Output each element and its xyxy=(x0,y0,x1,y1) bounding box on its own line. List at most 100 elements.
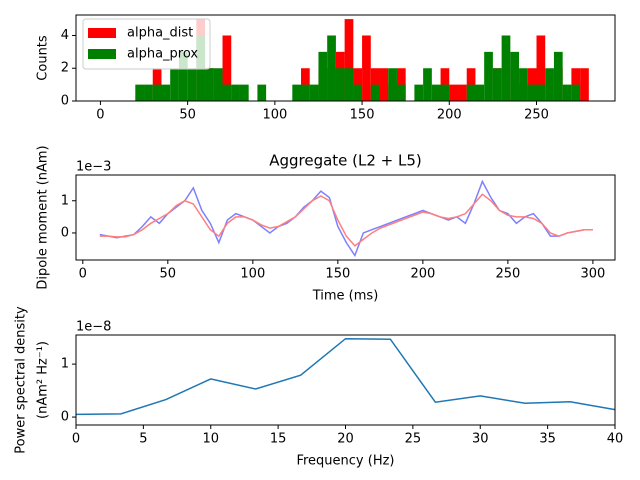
x-tick-label: 0 xyxy=(79,267,87,282)
bar xyxy=(580,68,589,101)
x-tick-label: 50 xyxy=(160,267,177,282)
bar xyxy=(231,84,240,101)
y-axis-label: Power spectral density xyxy=(14,306,29,454)
bar xyxy=(309,84,319,101)
x-tick-label: 300 xyxy=(580,267,605,282)
bar xyxy=(431,84,441,101)
bar xyxy=(205,68,214,101)
bar xyxy=(553,51,563,101)
y-axis-label: Counts xyxy=(36,35,51,81)
bar xyxy=(562,84,572,101)
bar xyxy=(344,19,354,101)
bar xyxy=(335,68,345,101)
line-series xyxy=(99,193,593,247)
x-tick-label: 100 xyxy=(262,108,287,123)
x-tick-label: 250 xyxy=(524,108,549,123)
legend-label: alpha_dist xyxy=(127,26,193,41)
bar xyxy=(170,68,179,101)
x-tick-label: 20 xyxy=(337,432,354,447)
x-tick-label: 35 xyxy=(539,432,556,447)
axis-offset: 1e−8 xyxy=(76,320,111,335)
bar xyxy=(213,68,223,101)
legend: alpha_dist alpha_prox xyxy=(82,18,211,70)
line-series xyxy=(99,179,593,258)
bar xyxy=(423,68,432,101)
x-tick-label: 15 xyxy=(270,432,287,447)
x-tick-label: 30 xyxy=(472,432,489,447)
x-tick-label: 0 xyxy=(72,432,80,447)
axis-offset: 1e−3 xyxy=(76,160,111,175)
x-tick-label: 0 xyxy=(96,108,104,123)
x-tick-label: 10 xyxy=(202,432,219,447)
x-tick-label: 150 xyxy=(350,108,375,123)
bar xyxy=(301,84,310,101)
axes-frame xyxy=(75,174,616,261)
x-tick-label: 25 xyxy=(405,432,422,447)
axes-frame xyxy=(75,14,616,102)
bar xyxy=(187,68,197,101)
subplot: 0 50 100 150 200 250024Countsalpha_distalpha_… xyxy=(36,14,616,123)
bar xyxy=(379,68,389,101)
bar xyxy=(344,68,354,101)
legend-label: alpha_prox xyxy=(127,47,198,62)
bar xyxy=(222,35,232,101)
legend-swatch xyxy=(88,49,116,59)
bar xyxy=(484,51,493,101)
y-tick-label: 4 xyxy=(61,28,69,43)
y-tick-label: 1 xyxy=(61,193,69,208)
bar xyxy=(527,84,537,101)
bar xyxy=(257,84,267,101)
bar xyxy=(466,84,476,101)
x-axis-label: Time (ms) xyxy=(312,289,379,304)
bar xyxy=(144,84,153,101)
bar xyxy=(292,84,302,101)
y-tick-label: 0 xyxy=(61,94,69,109)
bar xyxy=(440,84,450,101)
bar xyxy=(135,84,145,101)
bar xyxy=(571,84,581,101)
bar xyxy=(370,84,380,101)
y-axis-label: Dipole moment (nAm) xyxy=(36,145,51,289)
line-series xyxy=(75,337,616,416)
bar xyxy=(536,35,546,101)
bar xyxy=(318,51,328,101)
x-tick-label: 40 xyxy=(607,432,624,447)
x-tick-label: 150 xyxy=(325,267,350,282)
y-tick-label: 0 xyxy=(61,410,69,425)
bar xyxy=(327,35,336,101)
bar xyxy=(519,68,528,101)
bar xyxy=(414,84,424,101)
y-tick-label: 2 xyxy=(61,61,69,76)
y-tick-label: 1 xyxy=(61,357,69,372)
bar xyxy=(545,68,554,101)
bar xyxy=(161,84,171,101)
bar xyxy=(475,84,485,101)
bar xyxy=(239,84,249,101)
x-axis-label: Frequency (Hz) xyxy=(296,454,394,469)
x-tick-label: 50 xyxy=(179,108,196,123)
bar xyxy=(388,68,397,101)
y-axis-label: (nAm² Hz⁻¹) xyxy=(36,341,51,419)
bar xyxy=(362,35,371,101)
bar xyxy=(396,84,406,101)
x-tick-label: 200 xyxy=(437,108,462,123)
x-tick-label: 100 xyxy=(240,267,265,282)
x-tick-label: 200 xyxy=(410,267,435,282)
bar xyxy=(501,35,511,101)
x-tick-label: 5 xyxy=(139,432,147,447)
x-tick-label: 250 xyxy=(495,267,520,282)
bar xyxy=(152,84,162,101)
bar xyxy=(449,84,459,101)
bar xyxy=(536,84,546,101)
bar xyxy=(222,84,232,101)
bar xyxy=(458,84,467,101)
y-tick-label: 0 xyxy=(61,225,69,240)
bar xyxy=(510,51,520,101)
bar xyxy=(492,68,502,101)
legend-swatch xyxy=(88,28,116,38)
subplot: 0 5 10 15 20 25 30 35 40 0 1 Frequency (Hz) 1e−8 Powe… xyxy=(14,306,624,469)
subplot: 0 50 100 150 200 250 300 0 1 Aggregate (L2 + L5) T… xyxy=(36,145,616,304)
bar xyxy=(353,84,363,101)
bar xyxy=(178,51,188,101)
